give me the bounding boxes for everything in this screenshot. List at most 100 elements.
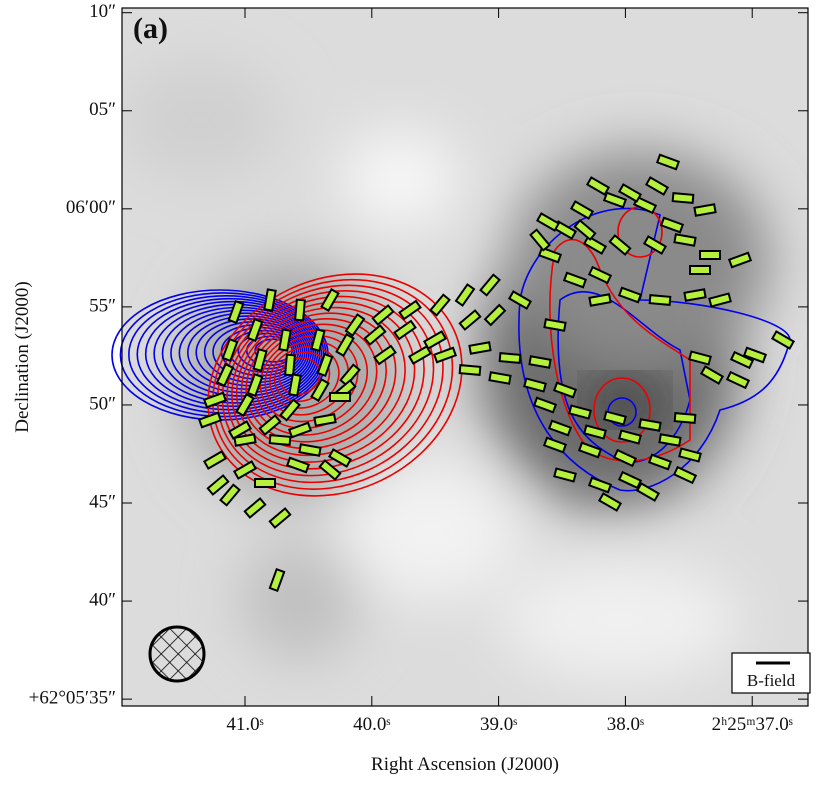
x-axis-label: Right Ascension (J2000) [371,754,559,775]
b-vector [588,293,612,307]
b-vector [458,309,482,331]
b-vector [708,292,732,308]
y-tick-label: 45″ [89,491,116,512]
b-vector [243,497,267,519]
b-vector [258,414,282,436]
y-tick-label: 40″ [89,589,116,610]
b-vector [393,319,417,341]
b-vector [603,410,627,426]
b-vector [344,313,366,337]
b-vector [327,448,353,468]
b-field-vectors [197,153,796,593]
b-vector [699,250,721,260]
b-vector [647,453,673,471]
b-vector [673,233,697,247]
b-vector [468,341,492,355]
b-vector [483,303,507,327]
b-vector [233,433,257,447]
b-vector [252,348,268,372]
b-vector [318,459,342,481]
b-vector [488,371,512,385]
b-vector [638,418,662,432]
b-vector [279,398,301,422]
b-vector [658,433,682,447]
contour [226,295,425,470]
contour [136,297,323,411]
b-vector [689,265,711,275]
b-vector [294,298,306,322]
b-vector [612,448,638,468]
b-vector [310,328,326,352]
b-vector [562,271,588,289]
y-tick-label: 55″ [89,295,116,316]
b-vector [671,192,695,204]
contour [518,207,791,492]
contour [237,332,298,370]
contour [231,301,416,463]
contour [235,306,406,457]
b-vector [529,228,551,252]
b-vector [268,434,292,446]
b-vector [215,362,235,388]
contour [264,340,350,416]
b-vector [498,352,522,364]
b-vector [422,330,448,350]
b-vector [268,507,292,529]
b-vector [542,436,568,454]
b-vector [523,377,547,393]
b-vector [316,352,334,378]
contour [245,317,387,443]
b-vector [729,350,755,370]
b-vector [373,344,397,366]
y-axis-label: Declination (J2000) [12,281,33,432]
x-tick-label: 38.0ˢ [607,714,644,735]
contours [111,206,791,497]
b-vector [693,203,717,217]
b-vector [725,370,751,390]
b-vector [585,176,611,196]
b-vector [320,287,340,313]
b-vector [532,396,558,414]
y-tick-label: 06′00″ [66,197,116,218]
b-vector [206,474,230,496]
b-vector [246,372,264,398]
b-vector [363,324,387,346]
contour [212,278,454,490]
b-vector [608,234,632,256]
b-vector [727,251,753,269]
b-vector [313,413,337,427]
b-vector [278,328,292,352]
b-vector [298,443,322,457]
b-vector [232,460,258,480]
legend-label: B-field [747,671,796,690]
b-vector [688,350,712,366]
b-vector [568,404,592,420]
b-vector [655,153,681,171]
b-vector [543,318,567,332]
b-vector [432,346,458,364]
b-vector [268,567,286,593]
b-vector [537,246,563,264]
contour [549,238,691,462]
contour [269,345,340,409]
b-vector [635,482,661,502]
b-vector [235,392,255,418]
b-vector [742,346,768,364]
b-vector [246,317,264,343]
b-vector [284,353,296,377]
b-vector [335,332,355,358]
b-vector [407,345,433,365]
b-vector [618,429,642,445]
b-vector [582,235,608,255]
b-vector [587,265,613,285]
x-tick-label: 40.0ˢ [353,714,390,735]
b-vector [597,492,623,512]
x-tick-label: 39.0ˢ [480,714,517,735]
b-vector [329,392,351,402]
b-vector [227,420,253,440]
b-vector [263,288,277,312]
contour [207,273,463,497]
b-vector [197,411,223,429]
b-vector [310,377,330,403]
y-tick-label: +62°05′35″ [29,687,116,708]
